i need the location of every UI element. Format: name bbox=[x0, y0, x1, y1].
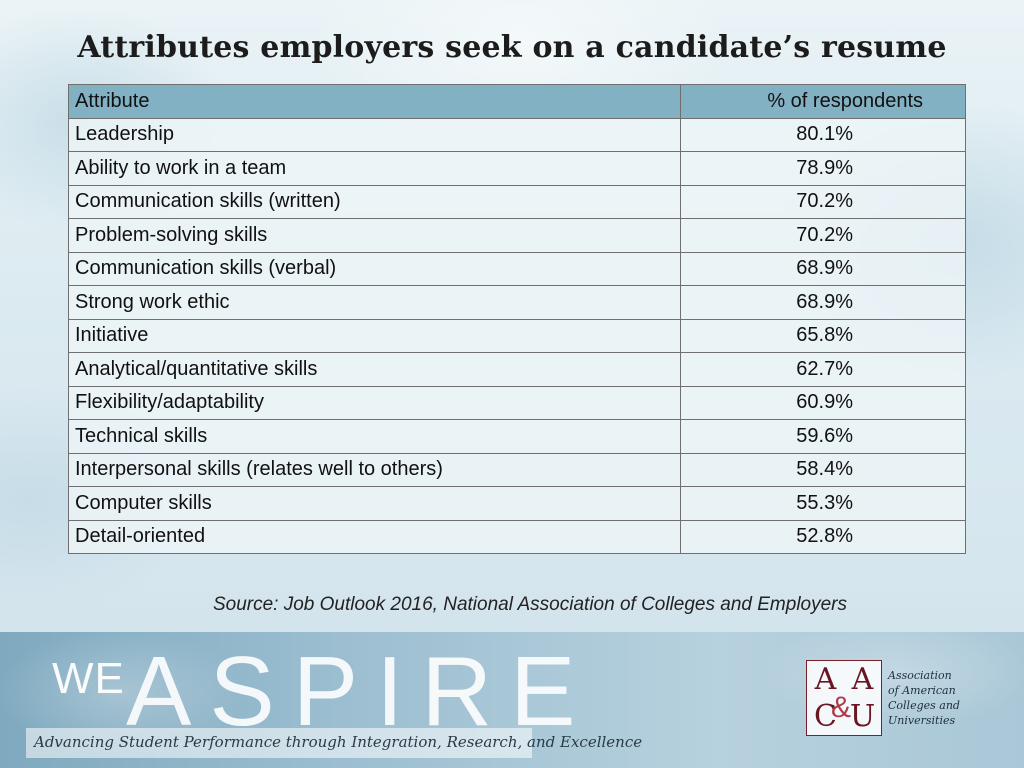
table-row: Ability to work in a team 78.9% bbox=[68, 151, 966, 186]
percent-cell: 70.2% bbox=[680, 184, 966, 219]
table-row: Analytical/quantitative skills 62.7% bbox=[68, 352, 966, 387]
org-name-line: Colleges and bbox=[888, 699, 960, 712]
attribute-cell: Strong work ethic bbox=[68, 285, 681, 320]
table-body: Leadership 80.1% Ability to work in a team… bbox=[68, 117, 966, 554]
percent-cell: 62.7% bbox=[680, 352, 966, 387]
table-header-row: Attribute % of respondents bbox=[68, 84, 966, 119]
org-name: Association of American Colleges and Uni… bbox=[888, 668, 960, 728]
attribute-cell: Problem-solving skills bbox=[68, 218, 681, 253]
attribute-cell: Flexibility/adaptability bbox=[68, 385, 681, 420]
table-row: Communication skills (written) 70.2% bbox=[68, 184, 966, 219]
percent-cell: 60.9% bbox=[680, 385, 966, 420]
attribute-cell: Communication skills (written) bbox=[68, 184, 681, 219]
percent-cell: 52.8% bbox=[680, 519, 966, 554]
percent-cell: 80.1% bbox=[680, 117, 966, 152]
table-row: Computer skills 55.3% bbox=[68, 486, 966, 521]
percent-cell: 65.8% bbox=[680, 318, 966, 353]
slide-title: Attributes employers seek on a candidate… bbox=[77, 30, 947, 65]
attribute-cell: Ability to work in a team bbox=[68, 151, 681, 186]
aacu-logo: A A C U & bbox=[806, 660, 882, 736]
percent-cell: 58.4% bbox=[680, 452, 966, 487]
brand-aspire: ASPIRE bbox=[126, 636, 594, 746]
table-row: Interpersonal skills (relates well to ot… bbox=[68, 452, 966, 487]
tagline: Advancing Student Performance through In… bbox=[34, 733, 643, 751]
percent-cell: 78.9% bbox=[680, 151, 966, 186]
percent-cell: 70.2% bbox=[680, 218, 966, 253]
column-header-percent: % of respondents bbox=[680, 84, 966, 119]
table-row: Technical skills 59.6% bbox=[68, 419, 966, 454]
percent-cell: 68.9% bbox=[680, 251, 966, 286]
table-row: Leadership 80.1% bbox=[68, 117, 966, 152]
table-row: Communication skills (verbal) 68.9% bbox=[68, 251, 966, 286]
attribute-cell: Detail-oriented bbox=[68, 519, 681, 554]
brand-we: WE bbox=[52, 654, 125, 703]
attribute-cell: Technical skills bbox=[68, 419, 681, 454]
attributes-table: Attribute % of respondents Leadership 80.… bbox=[68, 84, 966, 554]
table-row: Flexibility/adaptability 60.9% bbox=[68, 385, 966, 420]
org-name-line: of American bbox=[888, 684, 956, 697]
attribute-cell: Interpersonal skills (relates well to ot… bbox=[68, 452, 681, 487]
org-name-line: Association bbox=[888, 669, 952, 682]
attribute-cell: Leadership bbox=[68, 117, 681, 152]
logo-ampersand: & bbox=[831, 691, 852, 724]
org-name-line: Universities bbox=[888, 714, 956, 727]
table-row: Problem-solving skills 70.2% bbox=[68, 218, 966, 253]
table-row: Initiative 65.8% bbox=[68, 318, 966, 353]
percent-cell: 59.6% bbox=[680, 419, 966, 454]
attribute-cell: Communication skills (verbal) bbox=[68, 251, 681, 286]
source-note: Source: Job Outlook 2016, National Assoc… bbox=[212, 594, 848, 615]
attribute-cell: Computer skills bbox=[68, 486, 681, 521]
attribute-cell: Analytical/quantitative skills bbox=[68, 352, 681, 387]
column-header-attribute: Attribute bbox=[68, 84, 681, 119]
percent-cell: 55.3% bbox=[680, 486, 966, 521]
table-row: Strong work ethic 68.9% bbox=[68, 285, 966, 320]
table-row: Detail-oriented 52.8% bbox=[68, 519, 966, 554]
footer-banner: WE ASPIRE Advancing Student Performance … bbox=[0, 632, 1024, 768]
percent-cell: 68.9% bbox=[680, 285, 966, 320]
attribute-cell: Initiative bbox=[68, 318, 681, 353]
